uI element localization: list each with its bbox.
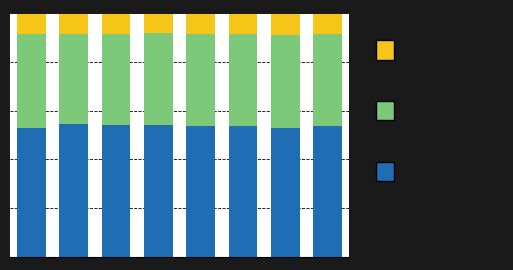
Bar [102,34,130,125]
FancyBboxPatch shape [376,162,394,181]
Bar [229,126,258,256]
Bar [186,126,215,256]
Bar [313,14,342,34]
Bar [60,14,88,34]
Bar [271,35,300,128]
Bar [17,34,46,128]
Bar [60,34,88,124]
Bar [271,14,300,35]
Bar [229,14,258,34]
Bar [144,14,173,33]
Bar [229,34,258,126]
Bar [102,125,130,256]
Bar [313,34,342,126]
Bar [102,14,130,34]
Bar [144,33,173,125]
Bar [17,14,46,34]
Bar [186,14,215,34]
Bar [313,126,342,256]
FancyBboxPatch shape [376,101,394,120]
Bar [60,124,88,256]
FancyBboxPatch shape [376,40,394,60]
Bar [271,128,300,256]
Bar [186,34,215,126]
Bar [17,128,46,256]
Bar [144,125,173,256]
